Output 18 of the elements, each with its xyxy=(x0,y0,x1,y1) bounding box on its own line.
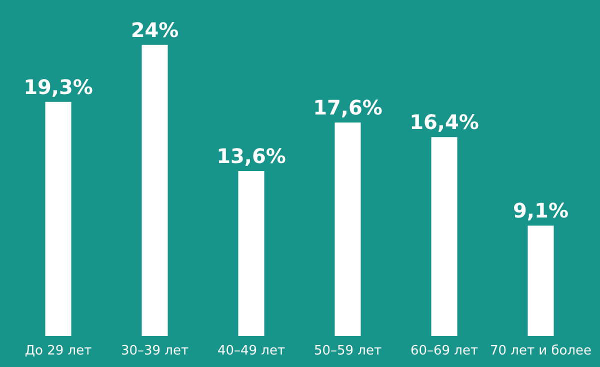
data-label: 17,6% xyxy=(313,96,382,120)
data-label: 24% xyxy=(130,18,179,42)
bar xyxy=(238,171,264,336)
bar xyxy=(142,44,168,336)
bar xyxy=(45,102,72,336)
x-tick-label: 40–49 лет xyxy=(217,344,286,358)
x-tick-label: До 29 лет xyxy=(24,344,92,358)
bar xyxy=(334,122,361,336)
bar xyxy=(528,226,554,336)
bar xyxy=(431,137,458,336)
data-label: 19,3% xyxy=(24,74,93,99)
x-tick-label: 70 лет и более xyxy=(490,344,592,358)
data-label: 16,4% xyxy=(410,110,479,134)
data-label: 13,6% xyxy=(216,144,286,168)
data-label: 9,1% xyxy=(513,198,568,223)
x-tick-label: 50–59 лет xyxy=(314,344,382,358)
x-tick-label: 60–69 лет xyxy=(410,344,478,358)
x-tick-label: 30–39 лет xyxy=(120,344,189,358)
